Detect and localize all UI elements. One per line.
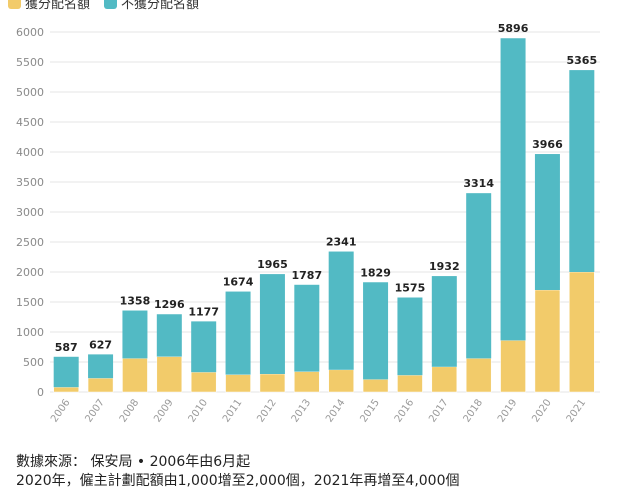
bar-allocated bbox=[294, 371, 320, 393]
bar-not-allocated bbox=[328, 251, 354, 370]
bar-total-label: 587 bbox=[55, 341, 78, 354]
bar-allocated bbox=[122, 358, 148, 393]
bar-total-label: 1177 bbox=[188, 305, 219, 318]
bar-not-allocated bbox=[534, 154, 560, 290]
legend-swatch-not-allocated bbox=[104, 0, 118, 9]
x-tick-label: 2018 bbox=[462, 397, 486, 424]
bar-not-allocated bbox=[225, 291, 251, 375]
x-tick-label: 2019 bbox=[496, 397, 520, 424]
stacked-bar-chart: 0 500 1000 1500 2000 2500 3000 3500 4000 4500 5000… bbox=[16, 22, 600, 425]
bar-allocated bbox=[328, 369, 354, 393]
x-tick-label: 2010 bbox=[187, 397, 211, 424]
bar-not-allocated bbox=[191, 321, 217, 373]
bar-allocated bbox=[190, 371, 217, 393]
x-tick-label: 2021 bbox=[565, 397, 589, 424]
x-tick-label: 2008 bbox=[118, 397, 142, 424]
bar-allocated bbox=[431, 366, 458, 393]
bar-total-label: 3314 bbox=[463, 177, 494, 190]
bar-total-label: 2341 bbox=[326, 236, 357, 249]
bar-total-label: 5365 bbox=[567, 54, 598, 67]
legend-item-allocated: 獲分配名額 bbox=[8, 0, 90, 12]
bar-not-allocated bbox=[259, 274, 285, 374]
y-tick-label: 4500 bbox=[16, 116, 44, 129]
y-tick-label: 0 bbox=[37, 386, 44, 399]
bar-total-label: 5896 bbox=[498, 22, 529, 35]
bar-total-label: 1296 bbox=[154, 298, 185, 311]
legend-item-not-allocated: 不獲分配名額 bbox=[104, 0, 199, 12]
bar-allocated bbox=[534, 289, 561, 393]
bar-not-allocated bbox=[569, 70, 595, 272]
bar-not-allocated bbox=[500, 38, 526, 341]
footer-note: 2020年，僱主計劃配額由1,000增至2,000個，2021年再增至4,000… bbox=[16, 473, 460, 489]
y-tick-label: 6000 bbox=[16, 26, 44, 39]
legend-label-not-allocated: 不獲分配名額 bbox=[121, 0, 200, 12]
x-tick-label: 2015 bbox=[358, 397, 382, 424]
x-tick-label: 2013 bbox=[290, 397, 314, 424]
y-tick-label: 1500 bbox=[16, 296, 44, 309]
footer-source: 數據來源： 保安局 • 2006年由6月起 bbox=[16, 454, 251, 470]
y-tick-label: 1000 bbox=[16, 326, 44, 339]
y-tick-label: 500 bbox=[23, 356, 44, 369]
bar-allocated bbox=[500, 340, 526, 393]
x-tick-label: 2011 bbox=[221, 397, 245, 424]
bar-not-allocated bbox=[122, 310, 148, 359]
bar-allocated bbox=[569, 271, 595, 393]
bar-not-allocated bbox=[88, 354, 114, 379]
y-tick-label: 2000 bbox=[16, 266, 44, 279]
y-tick-label: 3500 bbox=[16, 176, 44, 189]
y-tick-label: 5500 bbox=[16, 56, 44, 69]
x-tick-label: 2020 bbox=[530, 397, 554, 424]
bar-total-label: 1932 bbox=[429, 260, 460, 273]
x-tick-label: 2009 bbox=[152, 397, 176, 424]
y-tick-label: 3000 bbox=[16, 206, 44, 219]
bar-not-allocated bbox=[431, 276, 457, 367]
bar-total-label: 1787 bbox=[292, 269, 323, 282]
bar-not-allocated bbox=[53, 356, 79, 388]
legend: 獲分配名額 不獲分配名額 bbox=[8, 0, 213, 12]
bar-total-label: 1965 bbox=[257, 258, 288, 271]
bar-not-allocated bbox=[363, 282, 389, 380]
x-tick-label: 2006 bbox=[49, 397, 73, 424]
y-tick-label: 2500 bbox=[16, 236, 44, 249]
bar-not-allocated bbox=[466, 193, 492, 359]
bar-allocated bbox=[87, 377, 114, 393]
x-tick-label: 2017 bbox=[427, 397, 451, 424]
bar-not-allocated bbox=[294, 284, 320, 372]
bar-total-label: 627 bbox=[89, 338, 112, 351]
bar-total-label: 1829 bbox=[360, 266, 391, 279]
y-tick-label: 5000 bbox=[16, 86, 44, 99]
legend-label-allocated: 獲分配名額 bbox=[25, 0, 91, 12]
y-tick-label: 4000 bbox=[16, 146, 44, 159]
bar-allocated bbox=[397, 374, 423, 393]
x-tick-label: 2014 bbox=[324, 397, 348, 424]
bar-allocated bbox=[259, 373, 286, 393]
bar-total-label: 1358 bbox=[120, 295, 151, 308]
bar-total-label: 3966 bbox=[532, 138, 563, 151]
bar-not-allocated bbox=[156, 314, 182, 357]
bar-allocated bbox=[225, 374, 251, 393]
bar-total-label: 1575 bbox=[395, 282, 426, 295]
bar-total-label: 1674 bbox=[223, 276, 254, 289]
x-tick-label: 2016 bbox=[393, 397, 417, 424]
x-tick-label: 2007 bbox=[83, 397, 107, 424]
bar-allocated bbox=[362, 379, 389, 393]
bar-allocated bbox=[465, 358, 492, 393]
x-tick-label: 2012 bbox=[255, 397, 279, 424]
bar-allocated bbox=[156, 356, 183, 393]
bar-allocated bbox=[53, 386, 79, 393]
legend-swatch-allocated bbox=[8, 0, 21, 9]
bar-not-allocated bbox=[397, 297, 423, 376]
